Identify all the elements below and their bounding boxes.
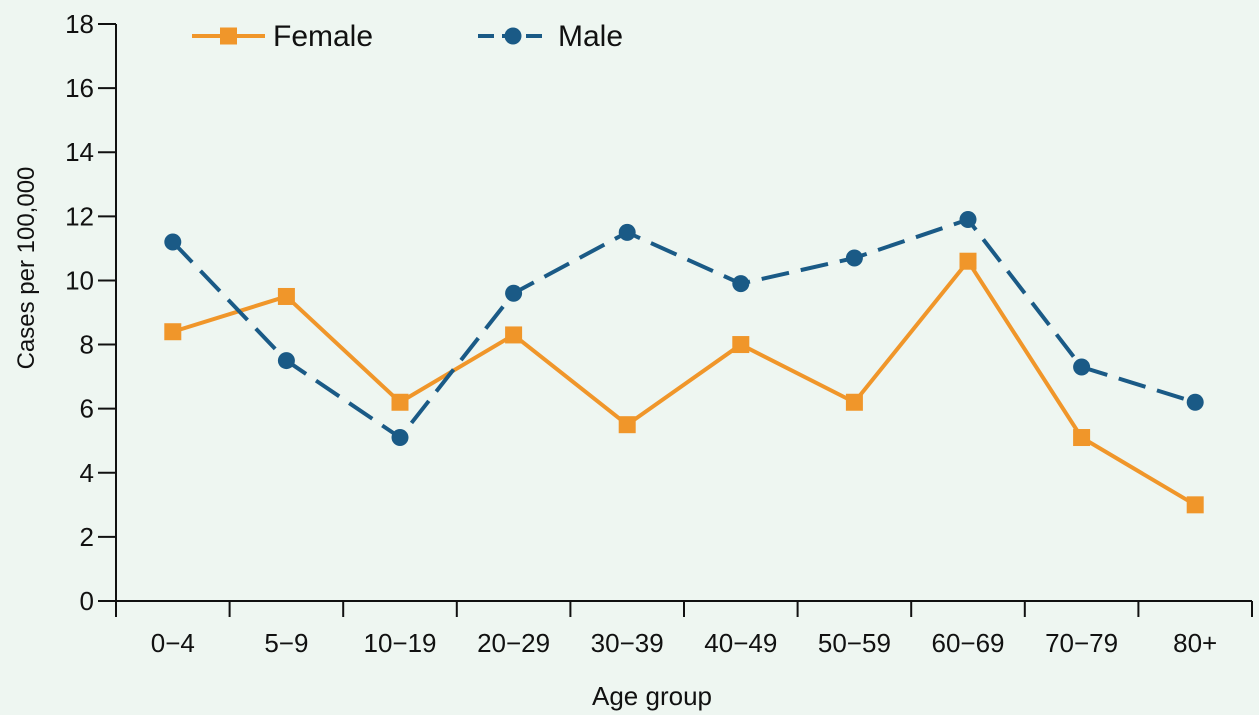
data-point-male xyxy=(391,429,409,447)
y-tick-label: 18 xyxy=(65,9,94,39)
y-tick-label: 10 xyxy=(65,265,94,295)
x-tick-label: 50−59 xyxy=(818,628,891,658)
data-point-male xyxy=(959,211,977,229)
data-point-female xyxy=(1073,429,1091,447)
data-point-female xyxy=(164,323,182,341)
series-group xyxy=(164,211,1204,514)
y-axis-label: Cases per 100,000 xyxy=(13,167,40,370)
data-point-female xyxy=(732,336,750,354)
x-tick-label: 0−4 xyxy=(151,628,195,658)
y-tick-label: 0 xyxy=(80,586,94,616)
data-point-male xyxy=(732,275,750,293)
x-tick-label: 60−69 xyxy=(931,628,1004,658)
data-point-female xyxy=(505,326,523,344)
data-point-male xyxy=(1186,393,1204,411)
x-axis-label: Age group xyxy=(592,681,712,711)
x-tick-label: 70−79 xyxy=(1045,628,1118,658)
legend-item-female: Female xyxy=(192,20,373,53)
legend-item-male: Male xyxy=(478,20,623,53)
data-point-female xyxy=(1186,496,1204,514)
x-tick-label: 40−49 xyxy=(704,628,777,658)
y-tick-label: 4 xyxy=(80,458,94,488)
series-line-male xyxy=(171,217,1196,440)
x-tick-label: 10−19 xyxy=(363,628,436,658)
y-tick-label: 8 xyxy=(80,330,94,360)
data-point-male xyxy=(845,249,863,267)
data-point-male xyxy=(277,352,295,370)
x-tick-label: 80+ xyxy=(1173,628,1217,658)
y-tick-label: 12 xyxy=(65,201,94,231)
y-tick-label: 6 xyxy=(80,394,94,424)
x-ticks: 0−4 5−9 10−19 20−29 30−39 40−49 50−59 60−69 70−7… xyxy=(115,601,1253,658)
data-point-male xyxy=(1073,358,1091,376)
data-point-male xyxy=(618,223,636,241)
legend-label: Male xyxy=(558,20,623,53)
series-line-female xyxy=(172,259,1197,507)
legend-label: Female xyxy=(273,20,373,53)
legend: Female Male xyxy=(192,20,623,53)
legend-marker xyxy=(504,27,522,45)
legend-marker xyxy=(220,27,237,45)
series-female xyxy=(164,252,1204,514)
data-point-male xyxy=(164,233,182,251)
y-tick-label: 16 xyxy=(65,73,94,103)
data-point-female xyxy=(845,393,863,411)
x-tick-label: 20−29 xyxy=(477,628,550,658)
x-tick-label: 30−39 xyxy=(591,628,664,658)
data-point-female xyxy=(959,252,977,270)
data-point-male xyxy=(505,284,523,302)
series-male xyxy=(164,211,1204,447)
data-point-female xyxy=(618,416,636,434)
y-tick-label: 2 xyxy=(80,522,94,552)
data-point-female xyxy=(277,287,295,305)
x-tick-label: 5−9 xyxy=(264,628,308,658)
y-tick-label: 14 xyxy=(65,137,94,167)
data-point-female xyxy=(391,393,409,411)
y-ticks: 0 2 4 6 8 10 12 14 16 18 xyxy=(65,9,116,616)
axes xyxy=(115,24,1252,602)
